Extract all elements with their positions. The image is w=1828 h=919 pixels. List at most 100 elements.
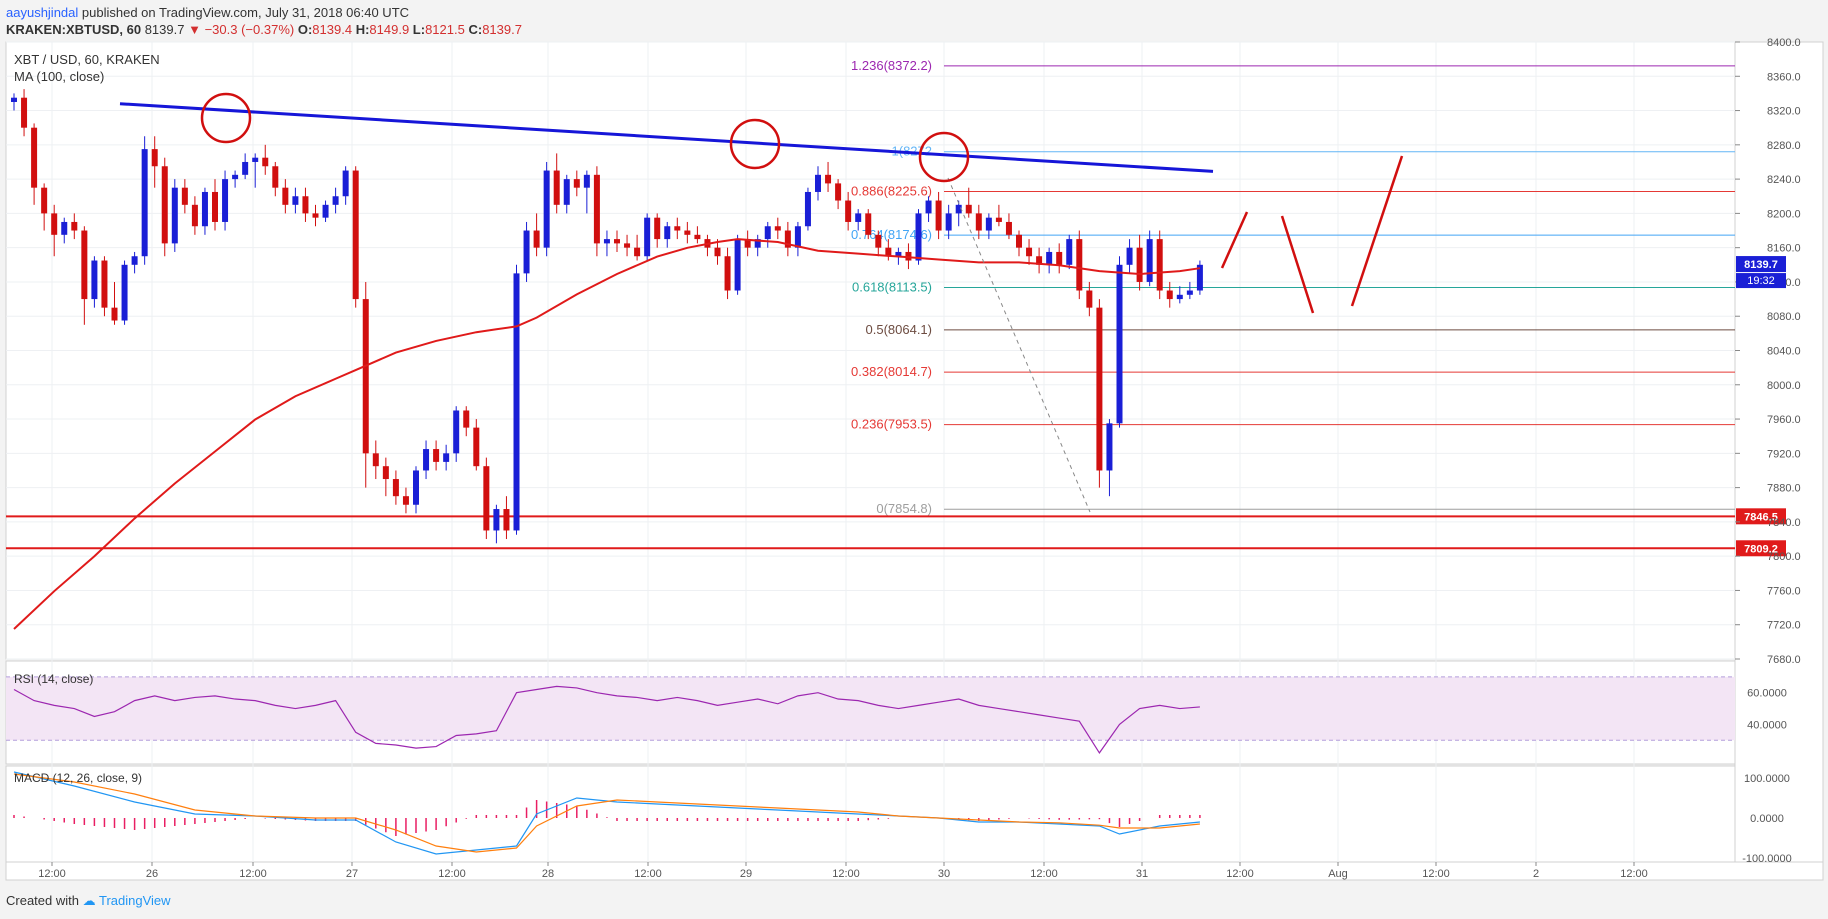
- candle-body: [71, 221, 78, 231]
- candle-body: [1005, 221, 1012, 235]
- time-tick-label: 12:00: [832, 868, 860, 880]
- candle-body: [1196, 264, 1203, 291]
- candle-body: [825, 174, 832, 184]
- publish-line: aayushjindal published on TradingView.co…: [6, 5, 409, 20]
- candle-body: [995, 217, 1002, 222]
- candle-body: [81, 230, 88, 300]
- time-axis-panel[interactable]: [5, 861, 1824, 881]
- candle-body: [222, 179, 229, 222]
- macd-indicator: 100.0000 0.0000 -100.0000: [13, 771, 1792, 865]
- candle-body: [503, 509, 510, 531]
- candle-body: [302, 196, 309, 214]
- candle-body: [573, 179, 580, 188]
- price-tick-label: 7760.0: [1767, 585, 1801, 597]
- macd-axis-label: -100.0000: [1742, 853, 1792, 865]
- rsi-indicator: 60.0000 40.0000: [6, 676, 1787, 754]
- countdown-label: 19:32: [1747, 275, 1775, 287]
- time-tick-label: 27: [346, 868, 358, 880]
- candle-body: [925, 200, 932, 214]
- candle-body: [242, 161, 249, 175]
- support-tag: [1736, 540, 1786, 557]
- candle-body: [483, 466, 490, 531]
- open-label: O:: [297, 22, 313, 37]
- candle-body: [262, 157, 269, 167]
- low-value: 8121.5: [425, 22, 465, 37]
- close-label: C:: [468, 22, 483, 37]
- candle-body: [473, 427, 480, 467]
- last-price-box: [1736, 256, 1786, 273]
- time-tick-label: 30: [938, 868, 950, 880]
- circle-marker: [200, 92, 252, 144]
- price-axis-panel[interactable]: [1734, 41, 1824, 863]
- candle-body: [51, 213, 58, 235]
- candle-body: [131, 256, 138, 265]
- projection-line: [1280, 215, 1315, 314]
- candle-body: [1096, 307, 1103, 471]
- candle-body: [624, 243, 631, 248]
- candle-body: [684, 230, 691, 235]
- candle-body: [1066, 239, 1073, 265]
- candle-body: [332, 196, 339, 205]
- time-tick-label: 28: [542, 868, 554, 880]
- candle-body: [614, 239, 620, 244]
- candle-body: [312, 213, 319, 218]
- projection-line: [1350, 155, 1404, 307]
- candle-body: [181, 187, 188, 205]
- rsi-band: [6, 676, 1735, 741]
- candle-body: [61, 221, 68, 235]
- time-tick-label: 12:00: [1226, 868, 1254, 880]
- tradingview-logo-icon: ☁: [82, 893, 96, 908]
- candle-body: [523, 230, 530, 274]
- candle-body: [865, 213, 872, 235]
- time-tick-label: 12:00: [38, 868, 66, 880]
- price-tick-label: 7840.0: [1767, 517, 1801, 529]
- candle-body: [392, 479, 399, 497]
- candle-body: [543, 170, 550, 248]
- ohlc-line: KRAKEN:XBTUSD, 60 8139.7 ▼ −30.3 (−0.37%…: [6, 22, 522, 37]
- candle-body: [101, 260, 108, 308]
- candle-body: [794, 226, 801, 248]
- time-axis: 12:00 26 12:00 27 12:00 28 12:00 29 12:00 30 12:00…: [38, 862, 1648, 880]
- macd-axis-label: 100.0000: [1744, 773, 1790, 785]
- candle-body: [191, 204, 198, 227]
- tradingview-link[interactable]: TradingView: [99, 893, 171, 908]
- price-tick-label: 8040.0: [1767, 346, 1801, 358]
- macd-axis-label: 0.0000: [1750, 813, 1784, 825]
- signal-line: [13, 773, 1200, 853]
- candle-body: [905, 251, 912, 261]
- candle-body: [493, 509, 500, 531]
- candle-body: [151, 149, 158, 167]
- candle-body: [352, 170, 359, 300]
- candle-body: [985, 217, 992, 231]
- candle-body: [603, 239, 610, 244]
- candle-body: [21, 97, 28, 128]
- candle-body: [161, 166, 168, 244]
- candle-body: [654, 217, 661, 240]
- candle-body: [513, 273, 520, 531]
- projection-lines: [1220, 155, 1404, 314]
- circle-marker: [729, 118, 781, 170]
- candle-body: [413, 470, 419, 505]
- legend-pair: XBT / USD, 60, KRAKEN: [14, 52, 160, 67]
- price-tick-label: 8000.0: [1767, 380, 1801, 392]
- author-link[interactable]: aayushjindal: [6, 5, 79, 20]
- fib-label: 0.236(7953.5): [851, 417, 932, 432]
- candle-body: [915, 213, 922, 261]
- candle-body: [664, 226, 671, 240]
- candle-body: [724, 256, 731, 291]
- price-tick-label: 7800.0: [1767, 551, 1801, 563]
- candle-body: [322, 204, 329, 218]
- time-tick-label: 26: [146, 868, 158, 880]
- last-price-tag: 8139.7 19:32: [1736, 256, 1786, 289]
- down-arrow-icon: ▼: [188, 22, 201, 37]
- candle-body: [774, 226, 781, 231]
- published-text: published on TradingView.com, July 31, 2…: [78, 5, 410, 20]
- high-label: H:: [355, 22, 370, 37]
- price-tick-label: 7920.0: [1767, 448, 1801, 460]
- candle-body: [965, 204, 972, 214]
- footer: Created with ☁ TradingView: [6, 893, 171, 909]
- circle-markers: [200, 92, 970, 183]
- macd-panel[interactable]: [5, 765, 1736, 863]
